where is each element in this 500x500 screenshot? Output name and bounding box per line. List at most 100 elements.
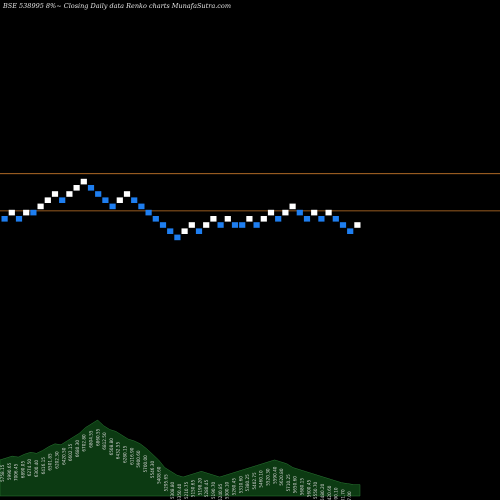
renko-brick-down	[95, 191, 102, 197]
renko-brick-down	[195, 228, 203, 234]
volume-label: 5310.60	[238, 476, 243, 494]
renko-brick-up	[289, 203, 296, 210]
volume-label: 6416.15	[41, 457, 46, 475]
renko-brick-down	[131, 197, 138, 203]
renko-brick-up	[80, 178, 87, 185]
renko-brick-up	[73, 185, 80, 191]
renko-brick-up	[224, 216, 231, 222]
renko-brick-down	[109, 203, 116, 210]
renko-brick-down	[59, 197, 66, 203]
volume-label: 5460.10	[259, 470, 264, 488]
volume-label: 6432.55	[116, 442, 121, 460]
volume-label: 6420.50	[61, 447, 66, 465]
renko-brick-down	[231, 222, 239, 228]
renko-brick-down	[303, 216, 311, 222]
reference-lines	[0, 173, 500, 212]
renko-brick-down	[145, 209, 152, 216]
volume-label: 5350.40	[177, 483, 182, 500]
renko-brick-down	[217, 222, 224, 228]
volume-labels: 5758.15 5990.65 7006.45 6890.05 6274.50 6300.…	[0, 428, 352, 500]
volume-label: 6680.30	[75, 440, 80, 458]
renko-brick-down	[239, 222, 246, 228]
renko-brick-up	[188, 222, 195, 228]
volume-label: 5408.60	[157, 466, 162, 484]
renko-brick-up	[282, 209, 289, 216]
renko-brick-up	[311, 209, 318, 216]
renko-brick-down	[159, 222, 167, 228]
volume-label: 5295.65	[163, 474, 168, 492]
volume-label: 5210.75	[184, 481, 189, 499]
volume-label: 5402.75	[252, 472, 257, 490]
volume-label: 5390.10	[334, 487, 339, 500]
volume-label: 6116.90	[129, 447, 134, 465]
renko-brick-up	[8, 209, 15, 216]
volume-label: 5990.65	[7, 462, 12, 480]
renko-brick-up	[181, 228, 188, 234]
volume-label: 5380.25	[245, 474, 250, 492]
volume-label: 5758.15	[0, 464, 5, 482]
volume-label: 6804.55	[89, 430, 94, 448]
volume-label: 5260.45	[231, 478, 236, 496]
volume-label: 6274.50	[27, 459, 32, 477]
volume-label: 6602.15	[68, 443, 73, 461]
renko-brick-up	[260, 216, 267, 222]
renko-brick-down	[138, 203, 145, 210]
renko-brick-up	[123, 191, 131, 197]
volume-label: 5420.60	[327, 485, 332, 500]
renko-brick-down	[152, 216, 159, 222]
volume-label: 5377.00	[347, 491, 352, 500]
volume-label: 5401.70	[340, 489, 345, 500]
renko-brick-down	[253, 222, 260, 228]
renko-brick-up	[44, 197, 51, 203]
volume-label: 5280.45	[204, 480, 209, 498]
volume-label: 5680.15	[300, 478, 305, 496]
renko-brick-down	[275, 216, 282, 222]
volume-label: 5600.45	[306, 480, 311, 498]
volume-label: 6501.85	[48, 453, 53, 471]
volume-label: 5308.80	[170, 481, 175, 499]
volume-label: 5198.20	[197, 478, 202, 496]
volume-label: 6508.80	[109, 438, 114, 456]
renko-brick-down	[15, 216, 23, 222]
volume-label: 6860.55	[95, 428, 100, 446]
renko-brick-up	[246, 216, 253, 222]
renko-brick-down	[1, 216, 8, 222]
renko-brick-up	[116, 197, 123, 203]
volume-label: 5620.80	[279, 468, 284, 486]
renko-bricks	[1, 178, 361, 241]
renko-brick-up	[267, 209, 275, 216]
renko-brick-up	[51, 191, 59, 197]
renko-brick-down	[339, 222, 347, 228]
volume-label: 7006.45	[14, 463, 19, 481]
volume-label: 5700.00	[143, 455, 148, 473]
volume-label: 6812.50	[102, 432, 107, 450]
renko-brick-down	[167, 228, 174, 234]
volume-label: 5190.70	[211, 481, 216, 499]
renko-brick-down	[30, 209, 37, 216]
volume-label: 5480.20	[320, 483, 325, 500]
renko-brick-up	[203, 222, 210, 228]
renko-brick-up	[325, 209, 332, 216]
renko-brick-down	[296, 209, 303, 216]
volume-label: 5550.70	[313, 481, 318, 499]
volume-label: 5520.30	[266, 468, 271, 486]
volume-label: 5150.65	[191, 480, 196, 498]
volume-label: 6202.30	[54, 451, 59, 469]
chart-title: BSE 538995 8%~ Closing Daily data Renko …	[2, 2, 231, 10]
renko-brick-down	[174, 234, 181, 241]
volume-label: 6280.15	[123, 445, 128, 463]
renko-brick-down	[347, 228, 354, 234]
volume-label: 5590.40	[272, 466, 277, 484]
renko-brick-up	[66, 191, 73, 197]
volume-label: 5710.25	[286, 474, 291, 492]
renko-brick-down	[87, 185, 95, 191]
volume-label: 5240.85	[218, 483, 223, 500]
volume-label: 5900.60	[136, 450, 141, 468]
renko-brick-up	[210, 216, 217, 222]
volume-label: 6890.05	[20, 461, 25, 479]
volume-label: 6300.40	[34, 460, 39, 478]
renko-brick-down	[332, 216, 339, 222]
renko-brick-up	[354, 222, 361, 228]
